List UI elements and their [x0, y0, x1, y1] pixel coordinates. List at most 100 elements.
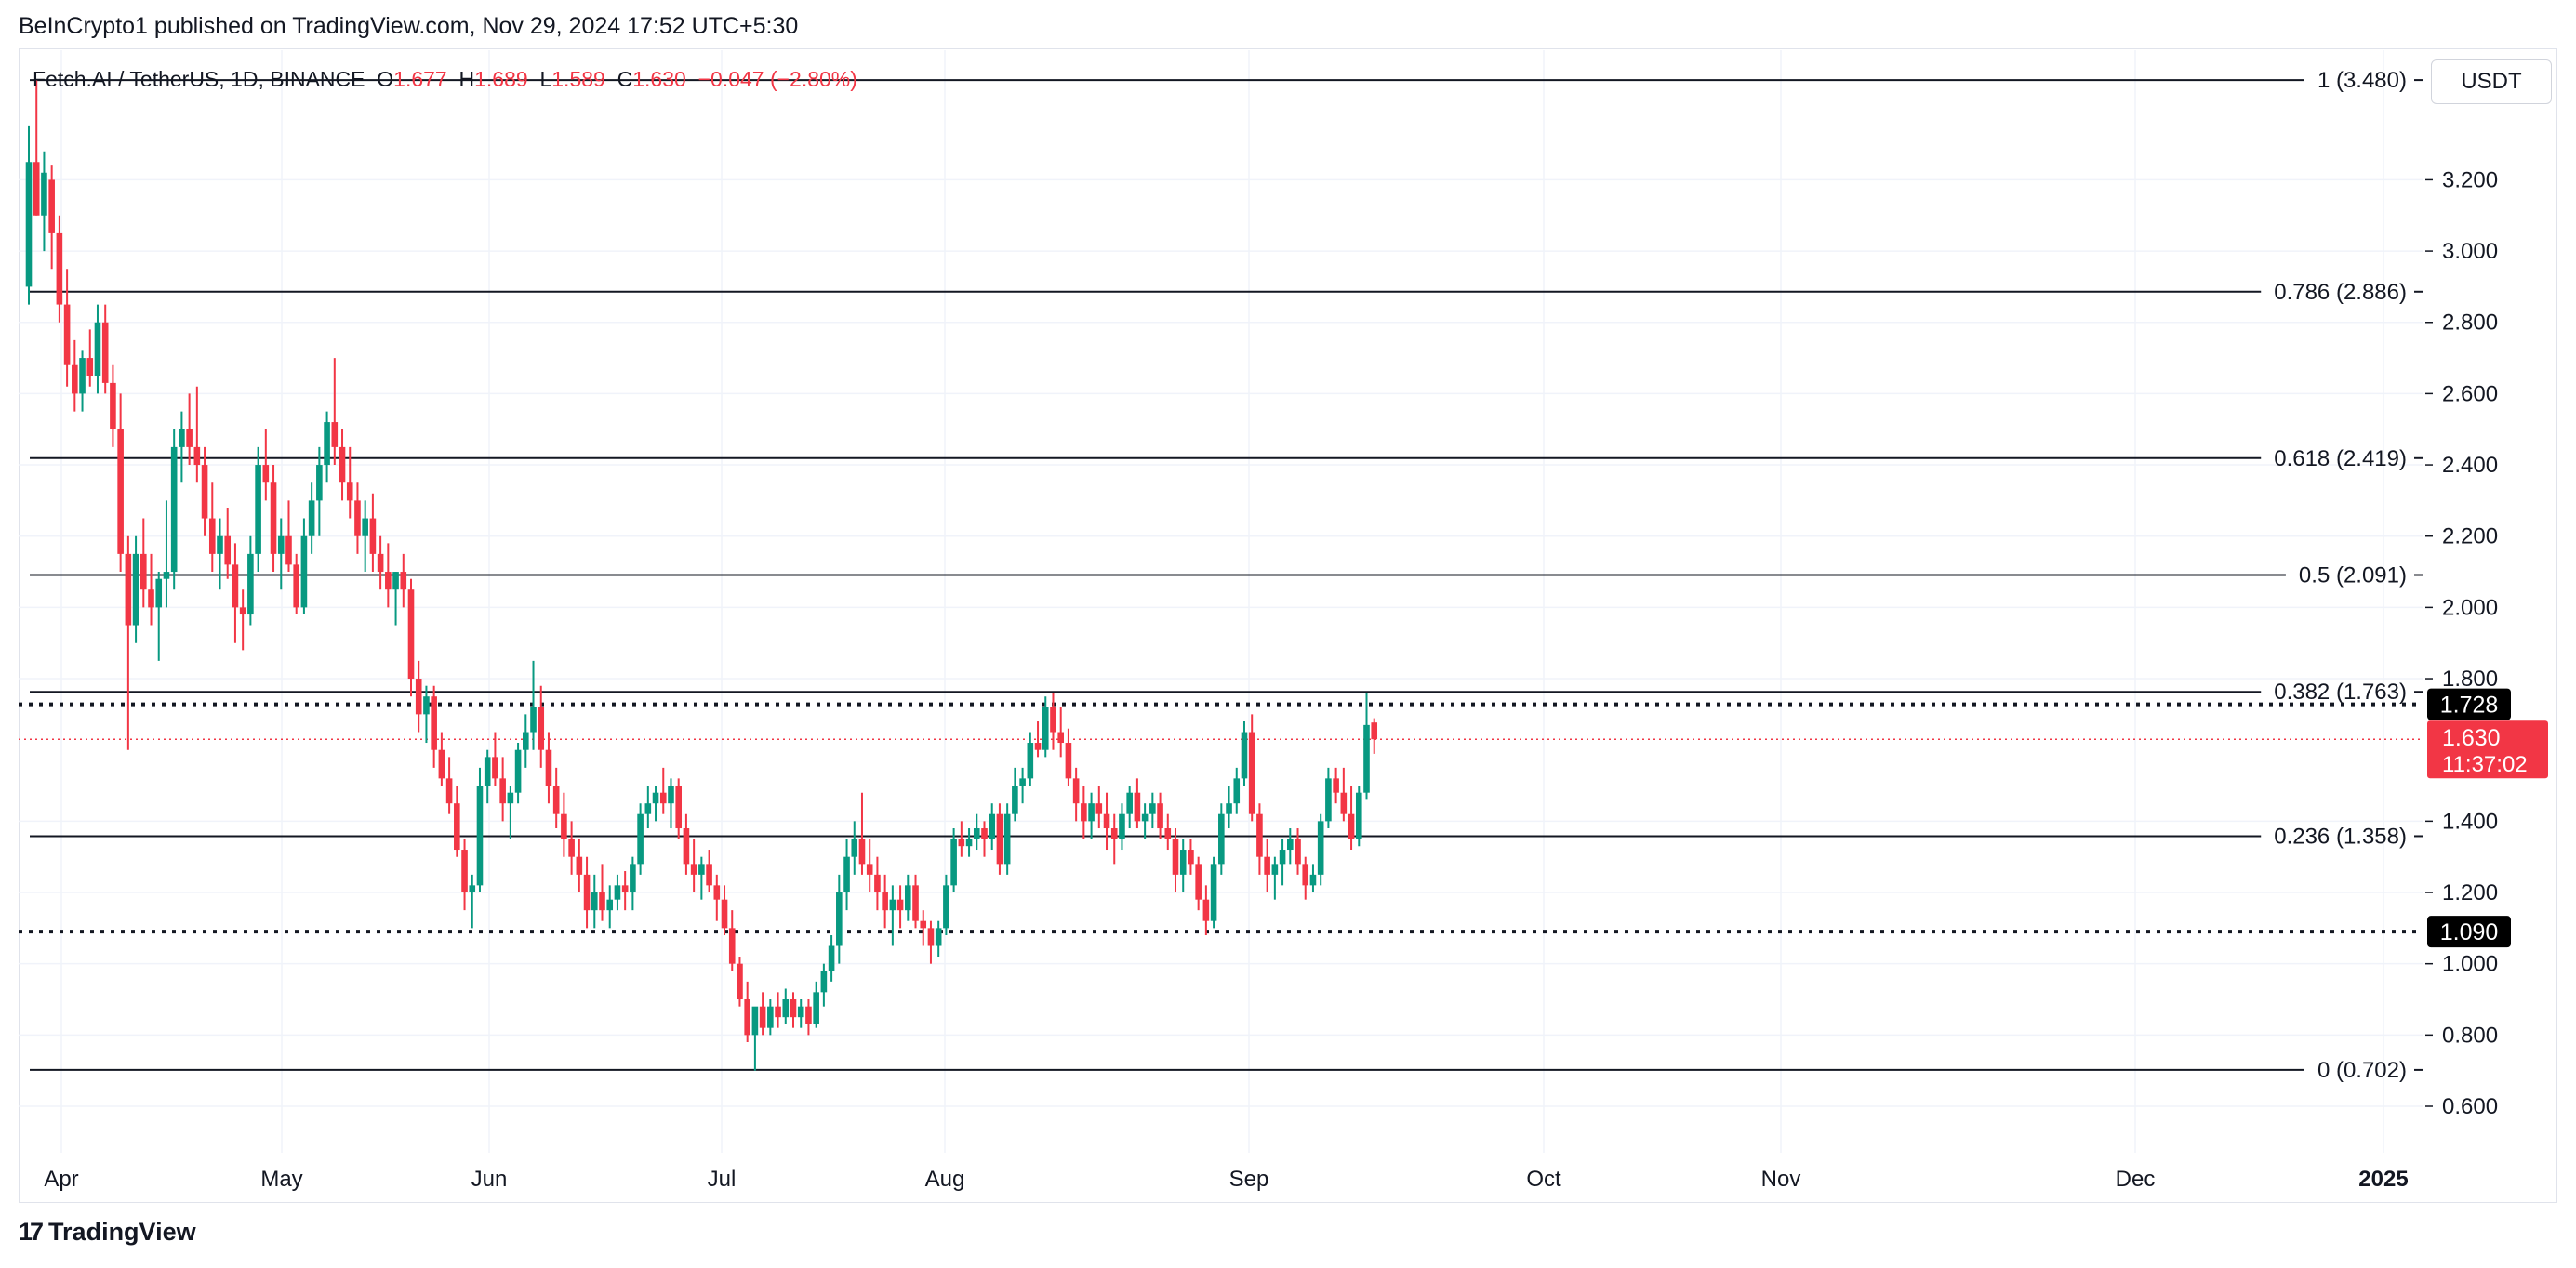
candle: [1019, 767, 1026, 804]
candle: [1233, 767, 1241, 814]
candle-body: [943, 885, 949, 929]
x-tick-label: 2025: [2358, 1167, 2408, 1192]
candle-body: [1295, 839, 1301, 865]
candle-body: [423, 696, 430, 715]
y-tick-label: 0.600: [2442, 1094, 2498, 1119]
open-label: O: [377, 67, 394, 91]
candle-body: [461, 850, 468, 893]
candle-body: [25, 162, 33, 287]
currency-button[interactable]: USDT: [2431, 59, 2552, 104]
candle: [1340, 767, 1348, 822]
candle-body: [1348, 813, 1355, 839]
candle-body: [775, 1006, 781, 1018]
candle-body: [247, 553, 254, 615]
candle: [1302, 856, 1309, 900]
candle-body: [1210, 864, 1217, 921]
candle-body: [163, 572, 170, 579]
candle-body: [63, 304, 71, 365]
candle: [445, 757, 453, 814]
chart-frame[interactable]: [19, 48, 2557, 1203]
candle: [125, 535, 132, 750]
candle: [1363, 693, 1370, 800]
candle-body: [1065, 743, 1072, 779]
candle: [270, 465, 277, 573]
candle: [331, 358, 339, 466]
candle-body: [41, 172, 47, 216]
candle: [1188, 839, 1194, 875]
candle: [614, 874, 621, 911]
candle: [690, 839, 697, 893]
dotted-level-tag: [2427, 916, 2511, 948]
candle: [652, 786, 659, 822]
candle: [1072, 767, 1080, 822]
candle: [79, 350, 86, 412]
candle-body: [561, 813, 567, 839]
candle-body: [400, 572, 407, 590]
candle: [1065, 728, 1072, 786]
candle-body: [454, 803, 460, 851]
candle: [683, 813, 690, 875]
candle-body: [1081, 803, 1087, 822]
candle-body: [1302, 864, 1309, 886]
candle: [905, 874, 911, 921]
candle-body: [989, 813, 996, 839]
candle: [552, 767, 560, 829]
candle: [179, 411, 185, 483]
candle-body: [1256, 813, 1263, 857]
y-tick-label: 1.200: [2442, 880, 2498, 905]
candle: [1333, 767, 1339, 804]
tradingview-logo[interactable]: 17 TradingView: [19, 1218, 196, 1247]
candle: [110, 364, 116, 447]
candle: [797, 999, 804, 1028]
candle: [1157, 792, 1163, 839]
candle: [385, 543, 392, 608]
close-label: C: [617, 67, 633, 91]
candle-body: [1340, 792, 1348, 814]
candle: [193, 386, 201, 483]
candle-body: [407, 589, 415, 680]
candle: [48, 165, 55, 270]
candle-body: [866, 864, 873, 875]
candle: [637, 803, 644, 875]
candle: [1317, 813, 1324, 886]
candle-body: [1034, 743, 1042, 750]
candle-body: [813, 992, 819, 1024]
candle: [1226, 786, 1232, 829]
candle: [523, 714, 529, 768]
candle-body: [484, 757, 491, 786]
candle: [499, 757, 506, 822]
candle-body: [1088, 803, 1095, 822]
candle-body: [1309, 874, 1317, 886]
candle: [1371, 718, 1378, 754]
candle-body: [1179, 850, 1187, 875]
candle: [33, 80, 40, 216]
candle-body: [339, 446, 346, 483]
candle-body: [94, 322, 101, 376]
candle-body: [820, 971, 828, 993]
candle-body: [469, 885, 476, 893]
candle: [308, 482, 315, 554]
candle: [346, 446, 353, 519]
candle: [1195, 856, 1202, 911]
fib-level-label: 0.786 (2.886): [2274, 280, 2407, 305]
candle-body: [1287, 839, 1294, 851]
close-value: 1.630: [632, 67, 686, 91]
candle: [415, 660, 422, 733]
candle: [621, 871, 629, 911]
candle-body: [1188, 850, 1194, 865]
candle: [583, 856, 591, 929]
candle-body: [48, 179, 55, 233]
time-axis: Apr May Jun Jul Aug Sep Oct Nov Dec 2025: [44, 1167, 2408, 1192]
candle: [721, 885, 728, 936]
candle: [820, 963, 828, 1007]
candle-body: [346, 482, 353, 501]
candle: [606, 885, 614, 929]
candle-body: [713, 885, 721, 900]
candle-body: [728, 928, 736, 964]
x-tick-label: Oct: [1526, 1167, 1561, 1192]
candle: [239, 589, 246, 651]
candle: [728, 910, 736, 971]
candle-body: [797, 1006, 804, 1018]
